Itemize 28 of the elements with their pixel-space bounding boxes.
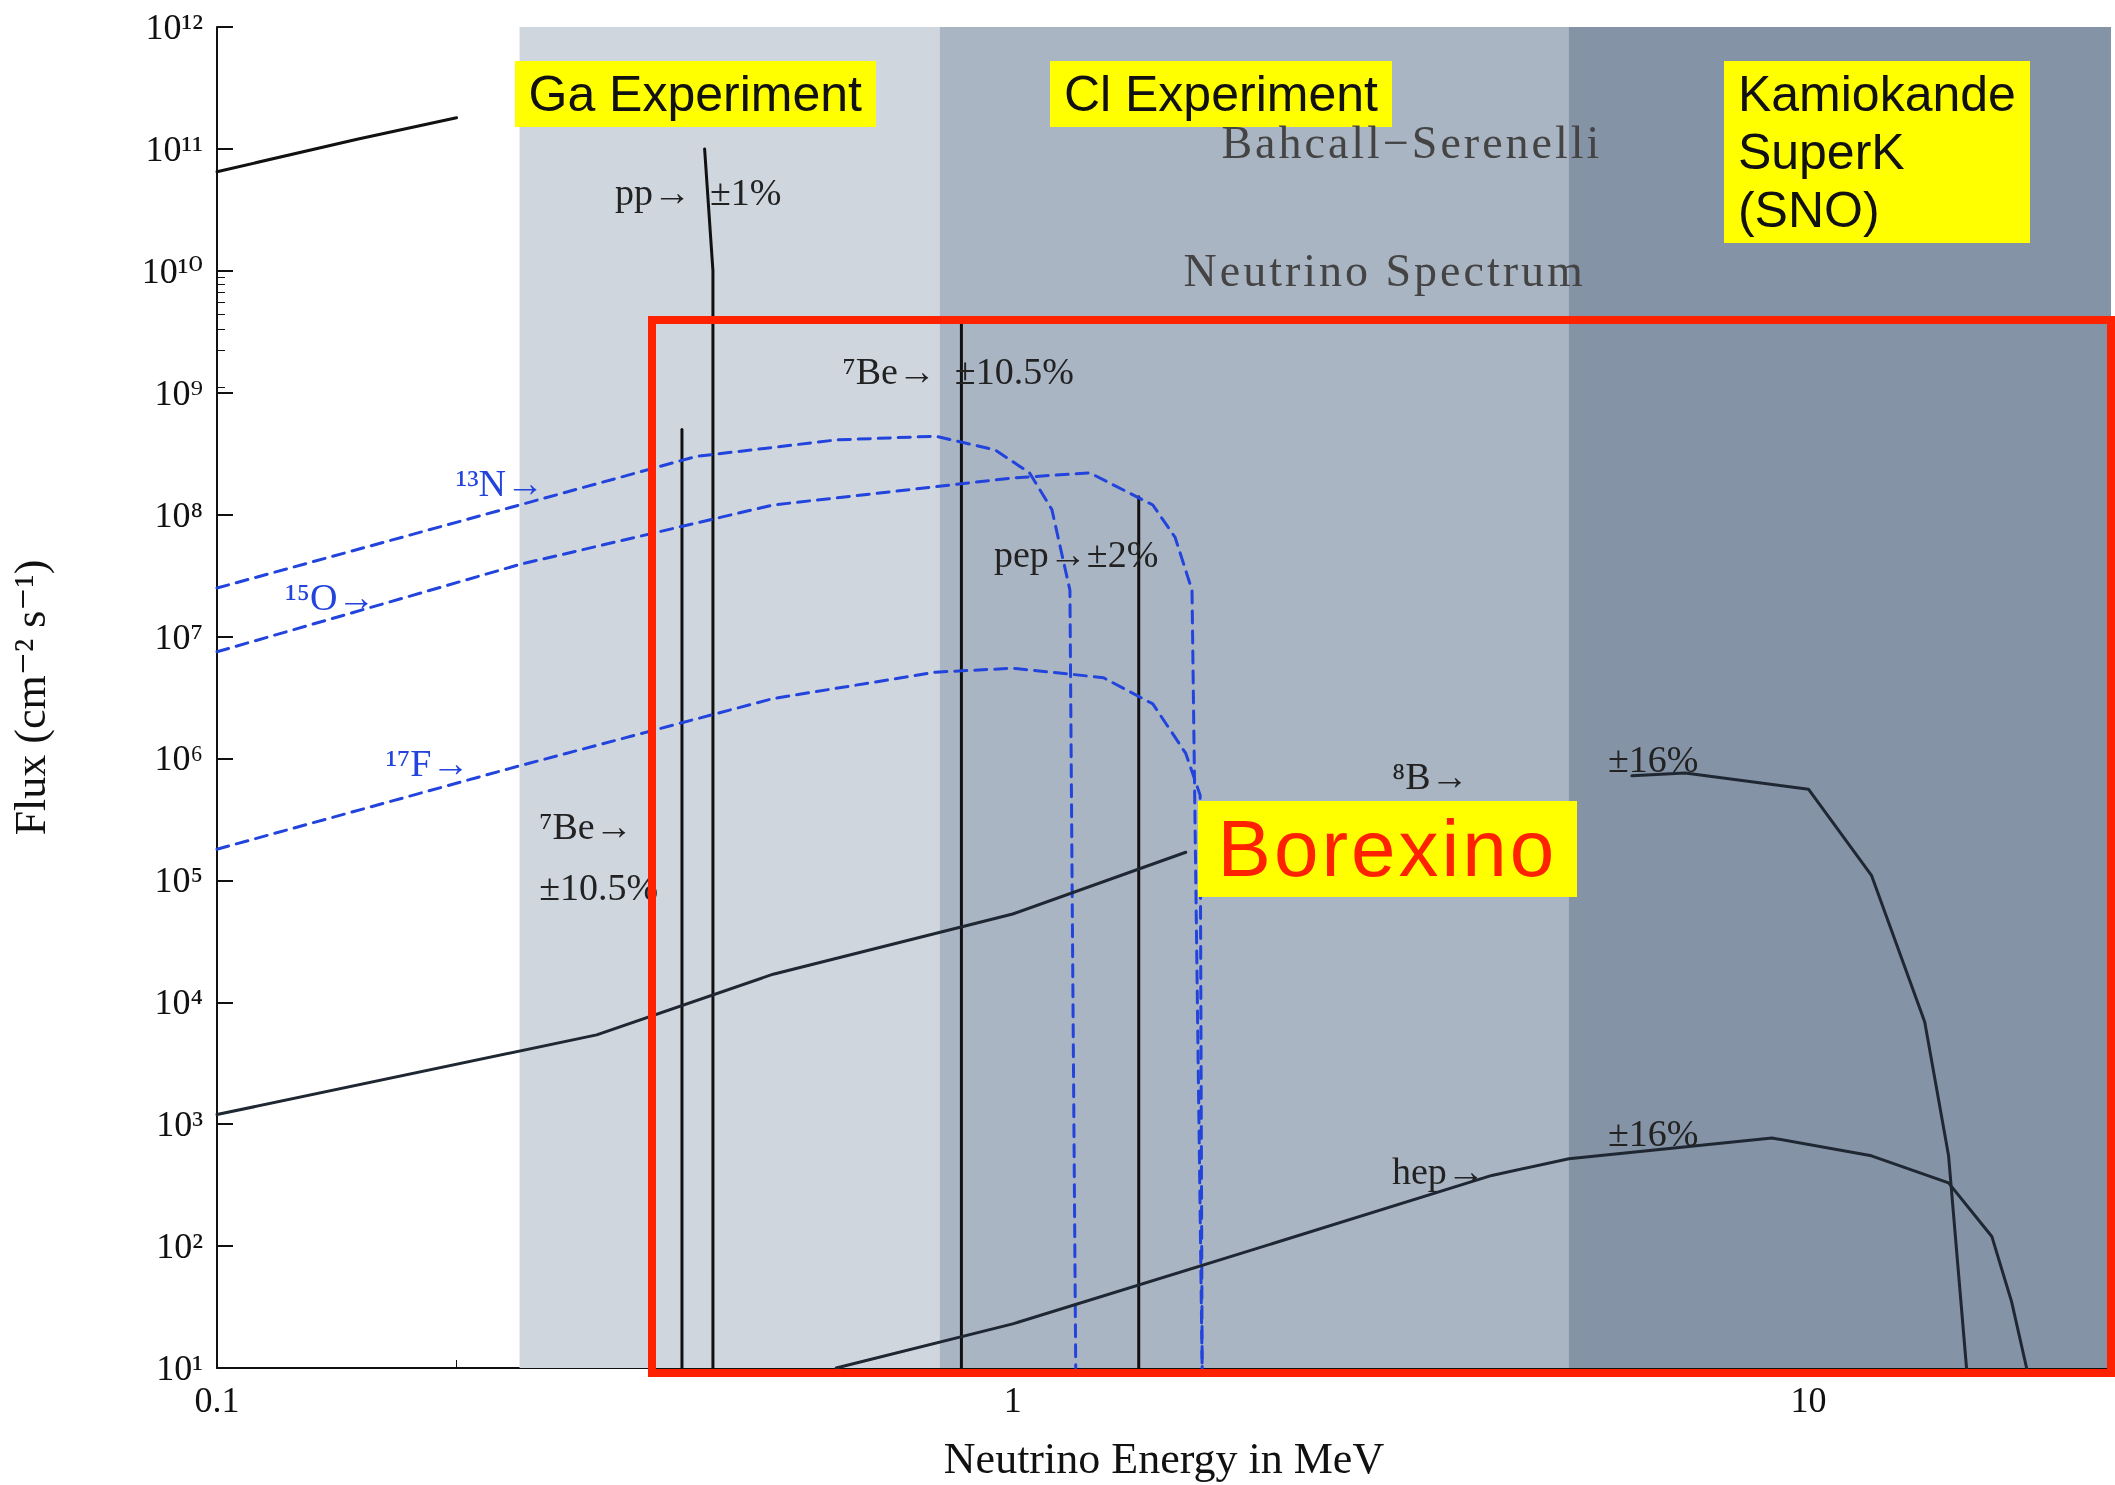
annotation: ¹⁵O→ [284, 575, 377, 621]
y-tick-label: 10¹⁰ [141, 250, 203, 291]
y-tick-label: 10⁸ [154, 494, 203, 535]
annotation: pp→ ±1% [614, 170, 783, 216]
annotation: Neutrino Spectrum [1182, 244, 1587, 299]
y-tick-label: 10⁴ [154, 982, 203, 1023]
annotation: hep→ [1390, 1148, 1486, 1194]
y-tick-label: 10² [156, 1226, 203, 1267]
annotation: ¹³N→ [454, 461, 546, 507]
x-tick-label: 10 [1790, 1380, 1827, 1420]
x-axis-title: Neutrino Energy in MeV [943, 1433, 1385, 1483]
annotation: ⁷Be→ [538, 804, 634, 850]
annotation: ⁸B→ [1390, 754, 1470, 800]
y-tick-label: 10⁶ [154, 738, 203, 779]
y-tick-label: 10¹² [145, 7, 203, 47]
y-axis-title: Flux (cm⁻² s⁻¹) [5, 559, 55, 836]
y-tick-label: 10⁷ [154, 616, 203, 657]
band-label: Kamiokande SuperK (SNO) [1723, 61, 2030, 243]
y-tick-label: 10⁹ [154, 372, 203, 413]
annotation: ±16% [1606, 737, 1700, 782]
y-tick-label: 10¹¹ [145, 128, 203, 169]
y-tick-label: 10³ [156, 1104, 204, 1145]
annotation: Borexino [1197, 800, 1578, 897]
y-tick-label: 10⁵ [154, 860, 203, 901]
annotation: ±16% [1606, 1111, 1700, 1157]
x-tick-label: 1 [1003, 1380, 1022, 1420]
annotation: ¹⁷F→ [384, 741, 471, 787]
band-label: Ga Experiment [514, 61, 877, 127]
